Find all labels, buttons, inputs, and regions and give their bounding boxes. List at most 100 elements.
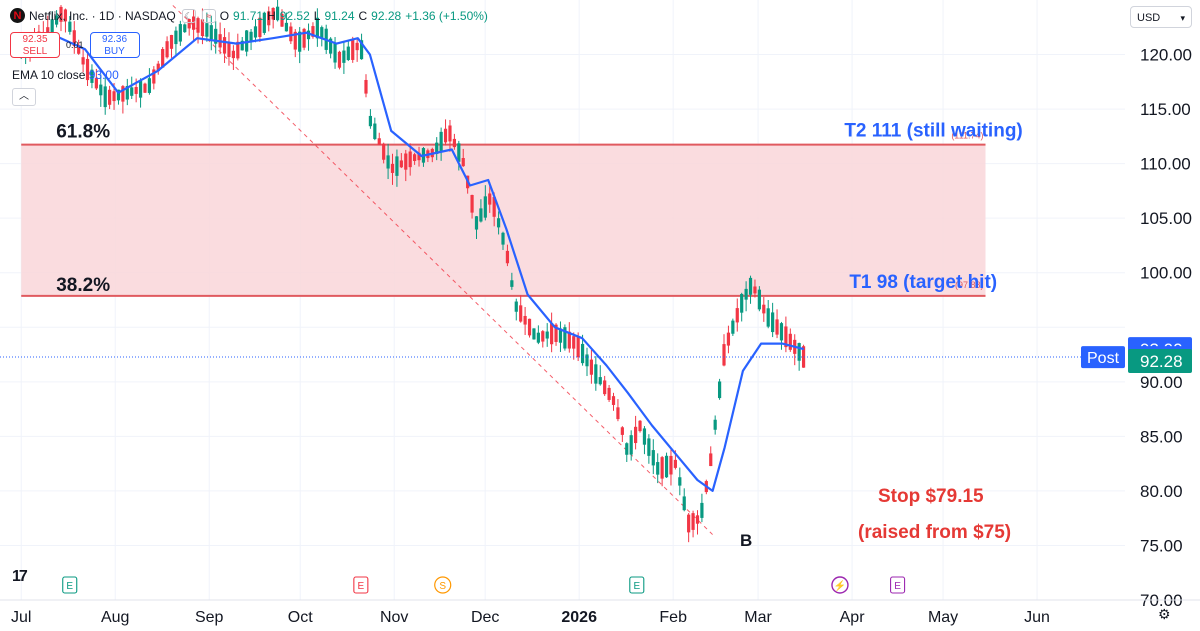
candle-body: [382, 143, 386, 160]
candle: [620, 426, 624, 442]
candle-body: [589, 359, 594, 375]
candle: [165, 36, 169, 59]
candle-body: [192, 16, 196, 30]
annotation-t1: T1 98 (target hit): [849, 272, 997, 293]
candle-body: [678, 477, 682, 486]
candle: [740, 292, 744, 322]
candle: [496, 211, 501, 235]
candle-body: [545, 331, 549, 339]
candle: [72, 21, 76, 54]
candle: [382, 142, 386, 164]
candle: [505, 244, 510, 267]
y-tick-label: 110.00: [1140, 155, 1191, 174]
candle-body: [709, 453, 713, 467]
candle-body: [753, 286, 757, 294]
candle-body: [399, 160, 403, 168]
candle-body: [329, 38, 333, 54]
candle: [351, 36, 355, 63]
currency-select[interactable]: USD ▾: [1130, 6, 1192, 28]
candle: [68, 16, 72, 35]
candle-body: [488, 193, 492, 205]
last-price-tag-bg: [1128, 348, 1192, 373]
candle-body: [519, 305, 523, 322]
sell-button[interactable]: 92.35 SELL: [10, 32, 60, 58]
candle: [138, 78, 143, 108]
y-tick-label: 80.00: [1140, 482, 1183, 501]
candle-body: [647, 438, 651, 456]
candle: [660, 455, 664, 487]
candle: [558, 321, 563, 352]
candle: [192, 10, 196, 41]
settings-gear-icon[interactable]: ⚙: [1158, 606, 1171, 622]
candle-body: [125, 85, 129, 100]
y-tick-label: 115.00: [1140, 100, 1191, 119]
candle-body: [598, 377, 602, 385]
moon-icon[interactable]: ☾: [181, 8, 196, 23]
x-tick-label: Jul: [11, 609, 31, 626]
candle: [779, 321, 784, 350]
symbol-title[interactable]: Netflix, Inc. · 1D · NASDAQ: [29, 8, 176, 23]
candle: [443, 119, 448, 146]
candle-body: [731, 320, 735, 334]
ema-legend[interactable]: EMA 10 close 93.00: [12, 68, 119, 82]
candle-body: [121, 86, 125, 102]
chevron-down-icon: ▾: [1180, 13, 1185, 23]
buy-button[interactable]: 92.36 BUY: [89, 32, 140, 58]
candle-body: [63, 9, 68, 22]
candle-body: [103, 86, 107, 108]
candle-body: [320, 27, 324, 38]
candle-body: [744, 288, 748, 300]
earnings-icon: [353, 576, 369, 594]
candle-body: [505, 250, 510, 264]
candle-body: [46, 27, 50, 36]
compare-icon[interactable]: ≈: [201, 8, 216, 23]
candle: [306, 23, 311, 51]
candle: [479, 199, 483, 223]
candle: [452, 133, 456, 150]
y-tick-label: 105.00: [1140, 209, 1192, 228]
candle-body: [90, 69, 94, 83]
ema-label: EMA 10 close: [12, 68, 86, 82]
annotation-stop-note: (raised from $75): [858, 522, 1011, 543]
candle: [550, 312, 554, 353]
annotation-bottom-marker: B: [740, 531, 752, 550]
candle: [205, 12, 209, 42]
tradingview-logo-icon[interactable]: 17: [12, 568, 28, 585]
candle: [682, 488, 686, 512]
post-label-bg: [1081, 346, 1125, 369]
candle: [726, 325, 731, 354]
candle: [262, 11, 266, 35]
candle-body: [351, 39, 355, 60]
price-axis-bg: [1125, 0, 1200, 631]
open-value: 91.71: [233, 8, 264, 23]
candle-body: [386, 155, 390, 169]
earnings-icon-letter: E: [358, 581, 365, 592]
candle: [532, 328, 536, 340]
candle-body: [585, 354, 589, 367]
candle-body: [492, 197, 496, 217]
candle: [377, 132, 381, 145]
candle-body: [594, 364, 598, 384]
candle: [50, 11, 54, 36]
chevron-up-icon[interactable]: ︿: [12, 88, 36, 106]
candle-body: [797, 343, 801, 361]
earnings-icon: [62, 576, 78, 594]
candle: [408, 143, 412, 176]
sell-label: SELL: [22, 46, 48, 57]
candle-body: [607, 387, 611, 400]
candle: [130, 76, 134, 100]
candle: [642, 426, 647, 455]
candle-body: [262, 12, 266, 33]
currency-value: USD: [1137, 12, 1161, 24]
candle-body: [169, 34, 174, 49]
candle-body: [479, 208, 483, 222]
candle-body: [183, 24, 187, 33]
candle-body: [470, 194, 474, 213]
x-tick-label: Feb: [659, 609, 687, 626]
candle-body: [72, 30, 76, 46]
candle: [722, 334, 726, 367]
candle: [85, 53, 90, 87]
candle-body: [342, 50, 346, 63]
candle: [147, 68, 152, 95]
